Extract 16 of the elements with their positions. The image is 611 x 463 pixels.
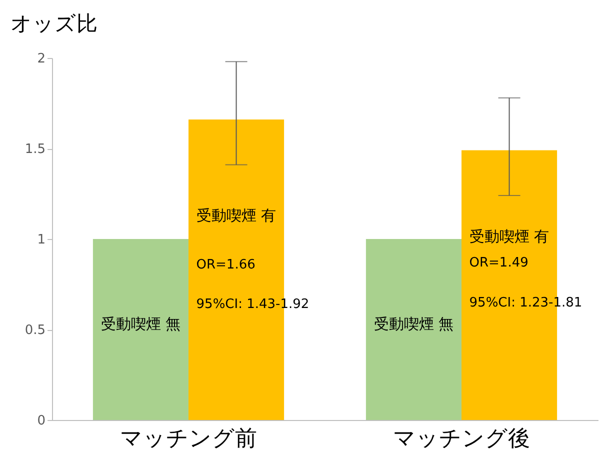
x-tick-label: マッチング後 [393,426,530,452]
y-tick-label: 0.5 [24,323,46,338]
y-axis-title: オッズ比 [10,12,98,36]
y-tick-label: 0 [37,414,46,428]
bar [366,239,462,420]
y-tick-label: 1 [37,232,46,248]
text: 受動喫煙 有 [469,228,550,246]
y-tick-label: 1.5 [24,142,46,157]
text: 受動喫煙 無 [374,315,454,334]
series-label: 受動喫煙 無 [100,315,181,334]
annotation: OR=1.66 [196,257,256,272]
series-label: 受動喫煙 有 [196,206,276,225]
annotation: OR=1.49 [469,256,528,271]
bar [92,239,188,420]
x-tick-label: マッチング前 [120,426,257,452]
y-tick-label: 2 [37,52,46,66]
